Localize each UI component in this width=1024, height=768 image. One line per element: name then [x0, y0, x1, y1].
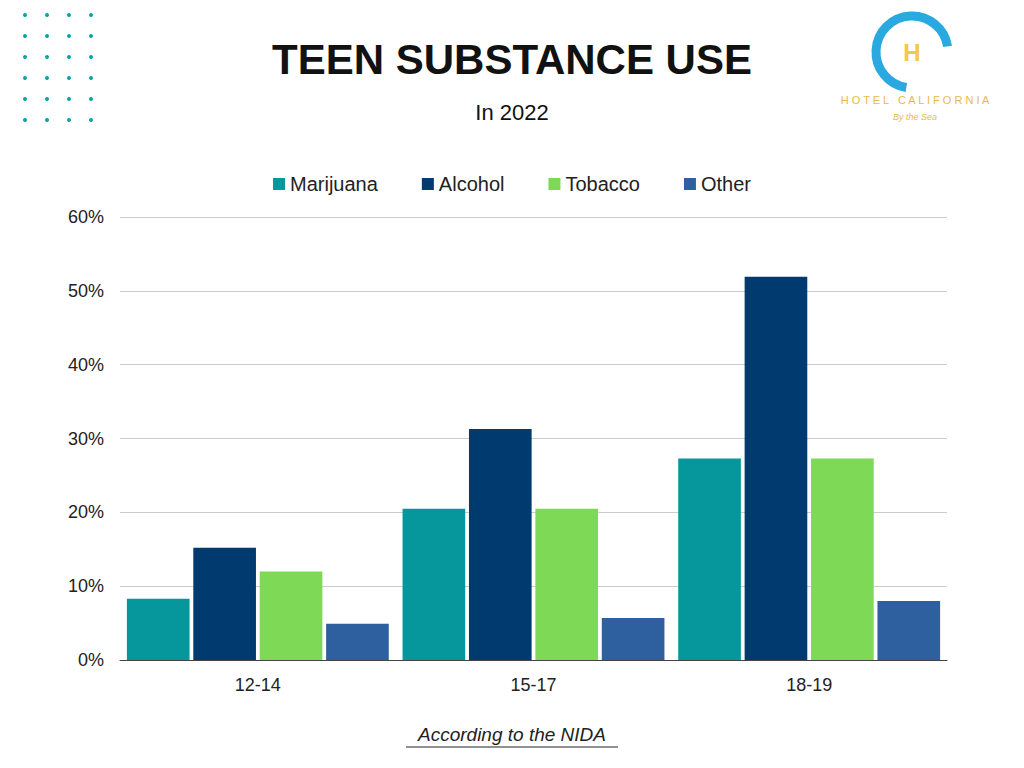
svg-text:H: H [903, 39, 920, 66]
svg-text:15-17: 15-17 [510, 675, 556, 695]
svg-text:18-19: 18-19 [786, 675, 832, 695]
svg-text:Alcohol: Alcohol [439, 173, 505, 195]
svg-text:Tobacco: Tobacco [565, 173, 640, 195]
svg-text:10%: 10% [68, 576, 104, 596]
svg-text:TEEN SUBSTANCE USE: TEEN SUBSTANCE USE [272, 36, 752, 83]
svg-text:20%: 20% [68, 502, 104, 522]
svg-text:30%: 30% [68, 429, 104, 449]
svg-text:60%: 60% [68, 207, 104, 227]
svg-text:H O T E L C A L I F O R N I: H O T E L C A L I F O R N I A [841, 94, 990, 106]
svg-text:50%: 50% [68, 281, 104, 301]
svg-text:Marijuana: Marijuana [290, 173, 379, 195]
svg-text:Other: Other [701, 173, 751, 195]
svg-text:According to the NIDA: According to the NIDA [417, 724, 606, 745]
svg-text:By the Sea: By the Sea [893, 112, 937, 122]
svg-text:0%: 0% [78, 650, 104, 670]
svg-text:In 2022: In 2022 [475, 100, 548, 125]
svg-text:12-14: 12-14 [235, 675, 281, 695]
svg-text:40%: 40% [68, 355, 104, 375]
